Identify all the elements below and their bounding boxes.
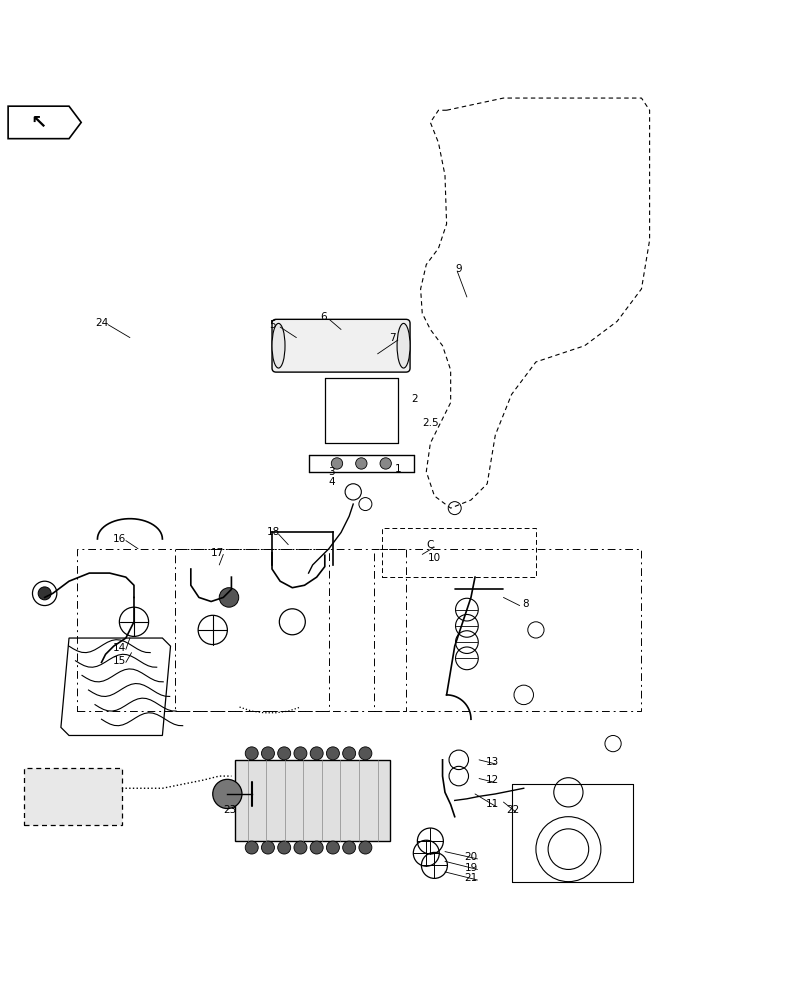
Text: 12: 12 [486, 775, 499, 785]
Text: 7: 7 [388, 333, 395, 343]
Text: 15: 15 [113, 656, 126, 666]
Circle shape [310, 841, 323, 854]
Text: 8: 8 [521, 599, 528, 609]
Circle shape [261, 841, 274, 854]
Circle shape [331, 458, 342, 469]
Bar [381, 528, 535, 577]
Text: 5: 5 [268, 320, 275, 330]
Circle shape [326, 841, 339, 854]
Circle shape [355, 458, 367, 469]
Text: 1: 1 [394, 464, 401, 474]
Polygon shape [8, 106, 81, 139]
Text: 11: 11 [486, 799, 499, 809]
Text: 10: 10 [427, 553, 440, 563]
Text: 24: 24 [95, 318, 108, 328]
Text: 17: 17 [211, 548, 224, 558]
Text: 16: 16 [113, 534, 126, 544]
Circle shape [245, 841, 258, 854]
Bar [24, 768, 122, 825]
Text: 2.5: 2.5 [422, 418, 438, 428]
Text: 23: 23 [223, 805, 236, 815]
Circle shape [38, 587, 51, 600]
Circle shape [380, 458, 391, 469]
Text: 21: 21 [464, 873, 477, 883]
Text: 18: 18 [267, 527, 280, 537]
Circle shape [294, 841, 307, 854]
Text: 2: 2 [410, 393, 417, 403]
Circle shape [219, 588, 238, 607]
FancyBboxPatch shape [272, 319, 410, 372]
Bar [174, 549, 406, 711]
Text: 6: 6 [320, 312, 326, 322]
Circle shape [342, 747, 355, 760]
Bar [373, 549, 641, 711]
Ellipse shape [272, 323, 285, 368]
Circle shape [277, 841, 290, 854]
Circle shape [277, 747, 290, 760]
Text: C: C [426, 540, 434, 550]
Text: 3: 3 [328, 467, 334, 477]
Text: 4: 4 [328, 477, 334, 487]
Circle shape [294, 747, 307, 760]
Text: 22: 22 [506, 805, 519, 815]
Bar [77, 549, 328, 711]
Circle shape [310, 747, 323, 760]
Ellipse shape [397, 323, 410, 368]
Text: 9: 9 [455, 264, 461, 274]
Text: 14: 14 [113, 643, 126, 653]
Circle shape [358, 747, 371, 760]
Text: 19: 19 [464, 863, 477, 873]
Text: 13: 13 [486, 757, 499, 767]
Circle shape [212, 779, 242, 809]
Text: 20: 20 [464, 852, 477, 862]
Circle shape [342, 841, 355, 854]
Text: ↖: ↖ [31, 113, 47, 132]
Bar [235, 760, 389, 841]
Circle shape [245, 747, 258, 760]
Circle shape [358, 841, 371, 854]
Circle shape [326, 747, 339, 760]
Circle shape [261, 747, 274, 760]
